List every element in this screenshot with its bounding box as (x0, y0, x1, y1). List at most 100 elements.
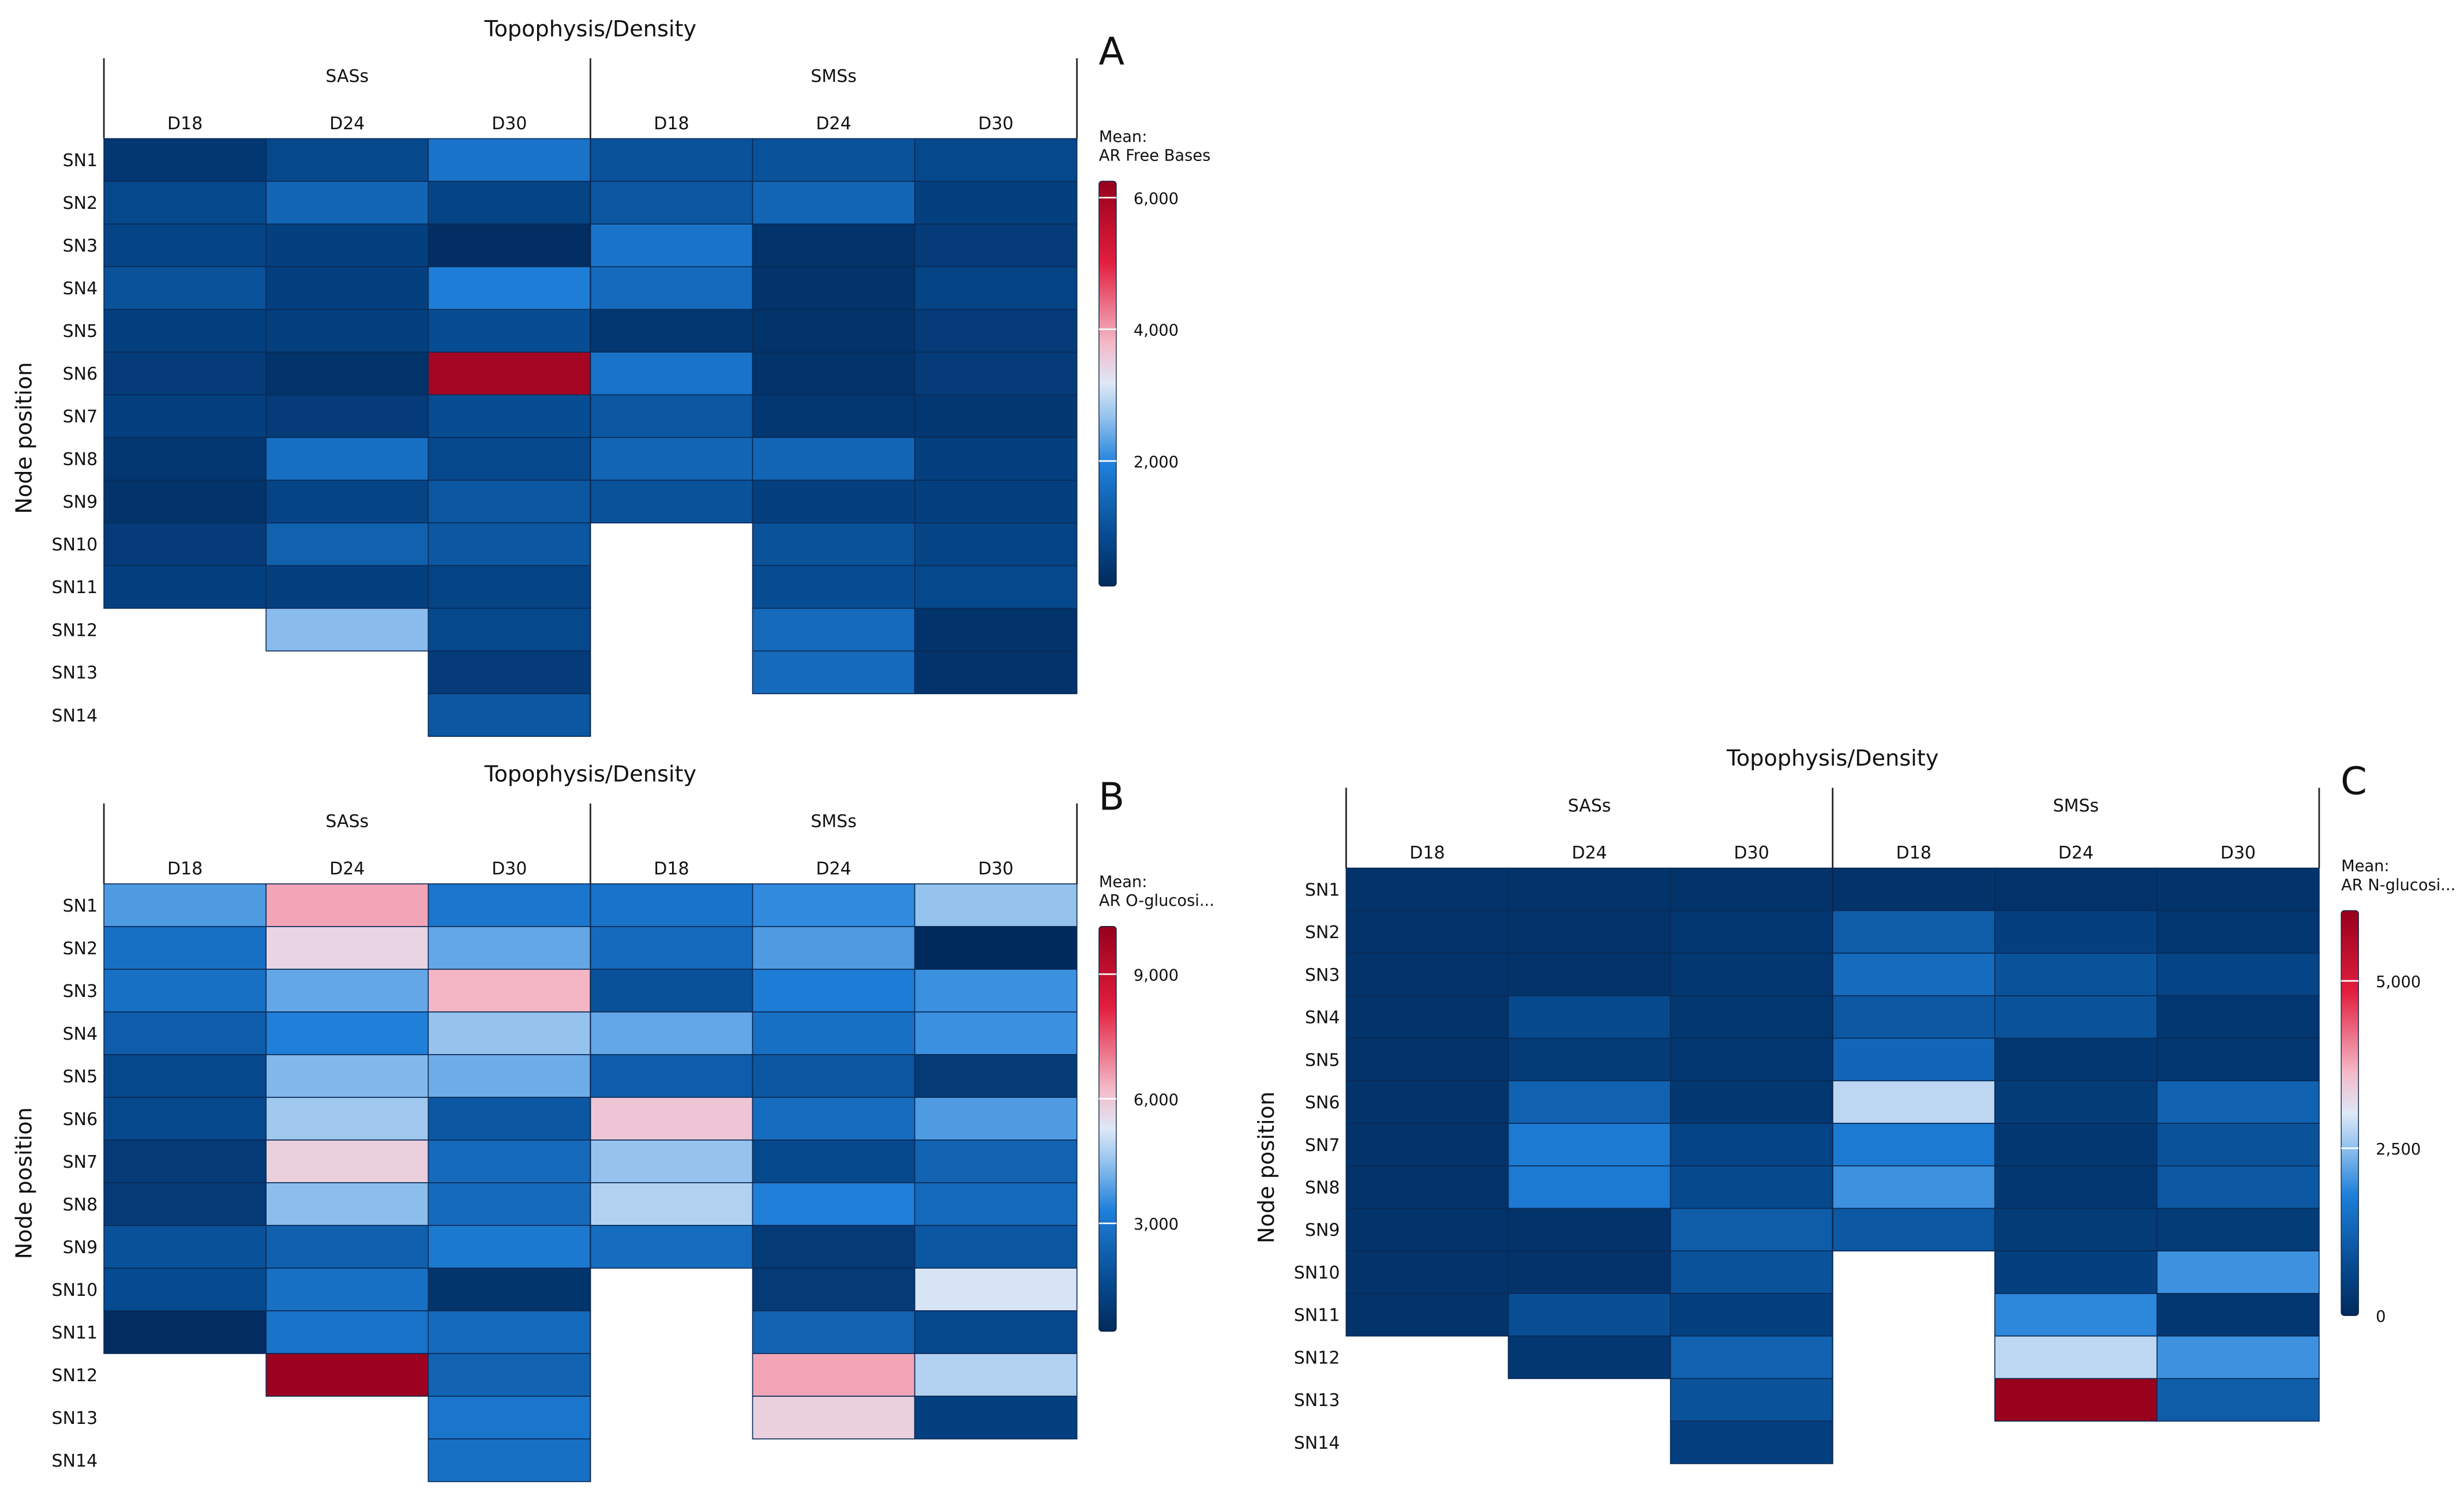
heatmap-cell (1994, 953, 2158, 996)
heatmap-cell (103, 266, 267, 310)
y-axis-label: Node position (12, 1107, 37, 1259)
heatmap-cell (427, 926, 591, 970)
legend-subtitle: AR Free Bases (1099, 147, 1210, 165)
panel-letter: A (1098, 30, 1124, 74)
legend-subtitle: AR N-glucosi... (2341, 876, 2455, 894)
heatmap-cell (1345, 1123, 1509, 1167)
column-label: D18 (167, 859, 202, 879)
row-label: SN3 (63, 236, 98, 256)
row-label: SN8 (1305, 1178, 1340, 1198)
panel-c: Topophysis/Density C SASs SMSs D18 D24 D30 D18 D… (1254, 746, 2455, 1464)
row-label: SN13 (1294, 1390, 1340, 1411)
heatmap-cell (752, 608, 916, 652)
heatmap-cell (1345, 910, 1509, 954)
row-label: SN5 (1305, 1050, 1340, 1070)
column-label: D30 (492, 114, 527, 134)
legend-subtitle: AR O-glucosi... (1099, 892, 1214, 910)
row-label: SN5 (63, 1067, 98, 1087)
heatmap-cell (103, 1182, 267, 1226)
heatmap-cell (1832, 953, 1996, 996)
heatmap-cell (427, 693, 591, 737)
heatmap-cell (914, 565, 1078, 609)
column-label: D24 (329, 114, 365, 134)
heatmap-cell (752, 479, 916, 524)
legend-colorbar (1098, 181, 1117, 587)
heatmap-cell (427, 650, 591, 695)
column-label: D24 (2058, 843, 2094, 863)
heatmap-cell (2157, 1123, 2320, 1167)
heatmap-cell (2157, 1250, 2320, 1294)
row-label: SN14 (1294, 1433, 1340, 1453)
heatmap-cell (590, 479, 753, 524)
heatmap-cell (427, 181, 591, 225)
heatmap-cell (1345, 1165, 1509, 1209)
column-label: D24 (816, 859, 851, 879)
heatmap-cell (1507, 867, 1671, 912)
group-label: SASs (325, 66, 369, 87)
heatmap-cell (1994, 1123, 2158, 1167)
heatmap-cell (265, 479, 429, 524)
heatmap-cell (1670, 1293, 1833, 1337)
row-label: SN4 (1305, 1008, 1340, 1028)
column-label: D30 (2221, 843, 2256, 863)
heatmap-cell (1994, 995, 2158, 1039)
heatmap-cell (1670, 1378, 1833, 1422)
heatmap-cell (914, 969, 1078, 1013)
heatmap-cell (914, 138, 1078, 182)
heatmap-cell (914, 351, 1078, 396)
heatmap-cell (265, 926, 429, 970)
heatmap-cell (1507, 953, 1671, 996)
y-axis-label: Node position (12, 362, 37, 514)
heatmap-cell (2157, 1378, 2320, 1422)
heatmap-cell (1345, 1080, 1509, 1124)
panel-letter: B (1098, 775, 1124, 819)
heatmap-cell (590, 883, 753, 927)
heatmap-cell (914, 608, 1078, 652)
heatmap-cell (1670, 1165, 1833, 1209)
heatmap-cell (427, 1396, 591, 1439)
heatmap-cell (265, 969, 429, 1013)
heatmap-cell (914, 266, 1078, 310)
heatmap-cell (265, 138, 429, 182)
heatmap-cell (2157, 953, 2320, 996)
heatmap-cell (752, 309, 916, 353)
heatmap-cell (103, 565, 267, 609)
heatmap-cell (1507, 1335, 1671, 1379)
heatmap-cell (2157, 1165, 2320, 1209)
heatmap-cell (1507, 1123, 1671, 1167)
heatmap-cell (590, 309, 753, 353)
heatmap-cell (590, 351, 753, 396)
heatmap-cell (103, 309, 267, 353)
y-axis-label: Node position (1254, 1092, 1280, 1243)
row-label: SN4 (63, 279, 98, 299)
heatmap-cell (103, 1054, 267, 1098)
heatmap-cell (427, 1011, 591, 1055)
row-label: SN6 (63, 364, 98, 384)
column-label: D24 (816, 114, 851, 134)
legend-tick-label: 2,500 (2376, 1141, 2421, 1159)
heatmap-cell (752, 437, 916, 481)
row-label: SN13 (52, 663, 98, 683)
column-label: D18 (167, 114, 202, 134)
row-label: SN14 (52, 1451, 98, 1471)
heatmap-cell (265, 351, 429, 396)
heatmap-cell (103, 1097, 267, 1141)
row-label: SN10 (1294, 1263, 1340, 1283)
row-label: SN3 (1305, 965, 1340, 985)
row-label: SN9 (1305, 1220, 1340, 1240)
heatmap-cell (1832, 1123, 1996, 1167)
heatmap-cell (427, 1353, 591, 1397)
heatmap-cell (590, 1139, 753, 1183)
legend-title: Mean: (2341, 857, 2390, 875)
heatmap-cell (1994, 1037, 2158, 1082)
heatmap-cell (752, 1310, 916, 1354)
heatmap-cell (1832, 1037, 1996, 1082)
heatmap-cell (265, 223, 429, 268)
heatmap-cell (1994, 910, 2158, 954)
heatmap-cell (265, 1054, 429, 1098)
heatmap-cell (2157, 1037, 2320, 1082)
row-label: SN10 (52, 535, 98, 555)
heatmap-cell (752, 181, 916, 225)
heatmap-cell (914, 1182, 1078, 1226)
legend-tick-label: 6,000 (1134, 190, 1179, 208)
